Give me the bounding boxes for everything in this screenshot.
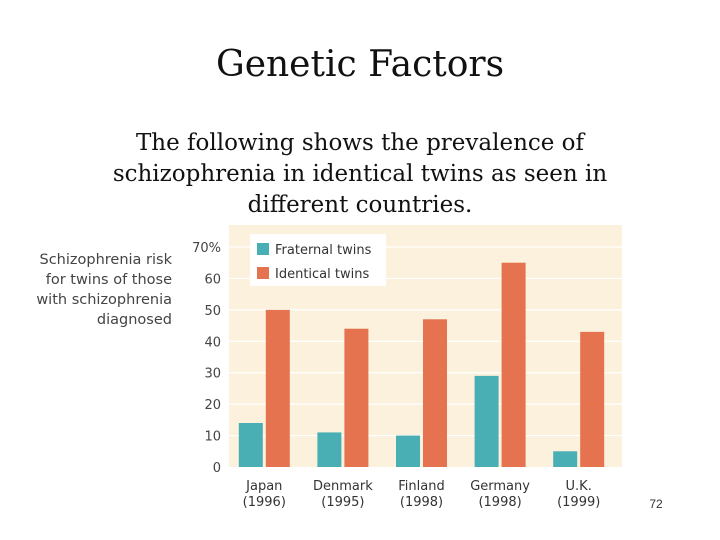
y-axis-title-line: with schizophrenia	[36, 292, 172, 308]
bar-identical-twins	[344, 328, 369, 467]
legend-swatch-fraternal	[257, 243, 269, 255]
y-tick-label: 20	[204, 398, 221, 413]
x-category-label: Germany	[470, 479, 530, 494]
y-tick-label: 60	[204, 272, 221, 287]
y-tick-label: 0	[213, 461, 221, 476]
legend-label-identical: Identical twins	[275, 267, 369, 282]
slide-title: Genetic Factors	[215, 44, 505, 85]
bar-fraternal-twins	[396, 435, 420, 467]
y-tick-label: 40	[204, 335, 221, 350]
bar-fraternal-twins	[317, 432, 342, 467]
y-axis-title-line: Schizophrenia risk	[40, 252, 173, 268]
page-number: 72	[649, 497, 663, 511]
bar-fraternal-twins	[474, 375, 499, 467]
y-tick-label: 50	[204, 304, 221, 319]
legend-box	[250, 234, 386, 286]
legend-swatch-identical	[257, 267, 269, 279]
y-axis-title-line: diagnosed	[97, 312, 172, 328]
x-category-label: (1995)	[321, 495, 364, 510]
x-category-label: Finland	[398, 479, 444, 494]
x-category-label: (1998)	[478, 495, 521, 510]
y-tick-label: 70%	[192, 241, 221, 256]
y-axis-title-line: for twins of those	[46, 272, 172, 288]
x-category-label: (1998)	[400, 495, 443, 510]
x-category-label: U.K.	[566, 479, 592, 494]
bar-fraternal-twins	[238, 423, 263, 467]
y-tick-label: 10	[204, 430, 221, 445]
bar-fraternal-twins	[553, 451, 578, 467]
x-category-label: (1999)	[557, 495, 600, 510]
bar-identical-twins	[265, 309, 290, 467]
slide-body-text: The following shows the prevalence of sc…	[112, 130, 608, 218]
y-tick-label: 30	[204, 367, 221, 382]
bar-identical-twins	[501, 262, 526, 467]
x-category-label: Denmark	[313, 479, 373, 494]
legend-label-fraternal: Fraternal twins	[275, 243, 372, 258]
x-category-label: (1996)	[243, 495, 286, 510]
bar-identical-twins	[580, 331, 605, 467]
bar-identical-twins	[423, 319, 447, 467]
x-category-label: Japan	[245, 479, 282, 494]
